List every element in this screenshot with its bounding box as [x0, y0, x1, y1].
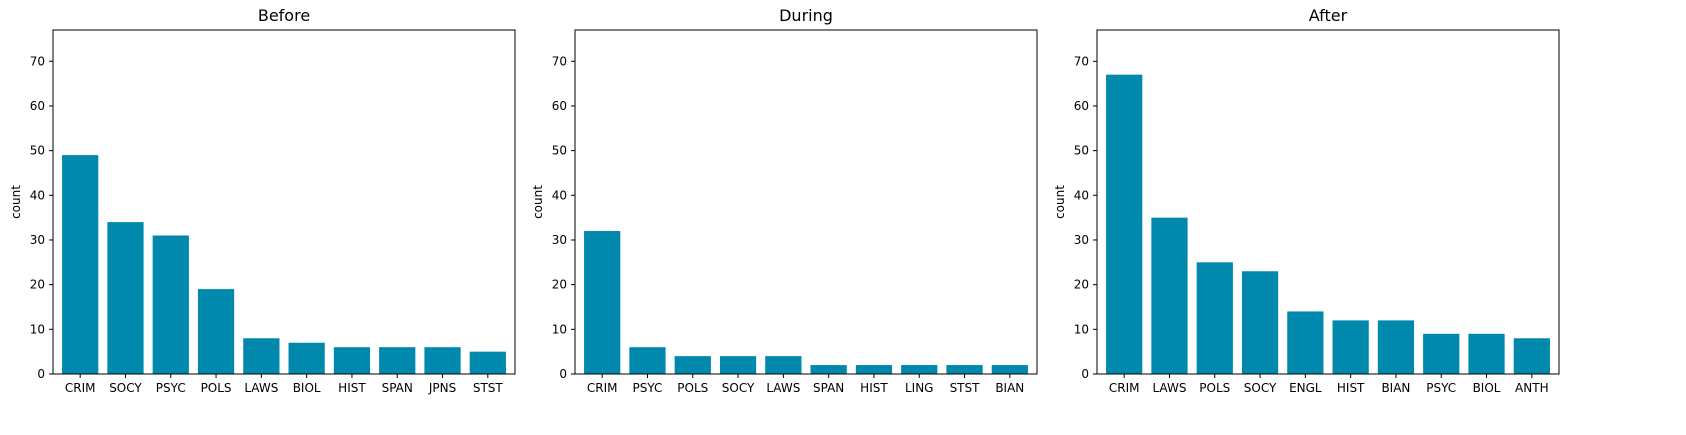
plot-frame [52, 29, 516, 375]
x-tick-label: SOCY [109, 381, 142, 395]
x-tick-label: PSYC [1426, 381, 1456, 395]
bar-ling [901, 365, 938, 374]
bar-pols [197, 289, 235, 374]
x-tick-label: BIAN [1381, 381, 1410, 395]
bar-crim [62, 155, 99, 374]
subplot-after: 0 10 20 30 40 50 60 70 CRIM LAWS POLS SOCY ENGL HIST B… [1053, 6, 1560, 395]
x-tick-label: CRIM [1109, 381, 1140, 395]
y-tick-label: 30 [30, 233, 45, 247]
x-tick-label: CRIM [587, 381, 618, 395]
subplot-title: During [779, 6, 833, 25]
x-tick-label: STST [473, 381, 504, 395]
bar-laws [765, 356, 802, 374]
y-tick-label: 70 [1074, 54, 1089, 68]
x-tick-label: POLS [1199, 381, 1230, 395]
bar-psyc [629, 347, 666, 374]
plot-frame [574, 29, 1038, 375]
y-tick-label: 40 [1074, 188, 1089, 202]
bar-psyc [1423, 333, 1460, 374]
y-tick-label: 60 [552, 99, 567, 113]
bar-anth [1513, 338, 1550, 374]
y-tick-label: 0 [37, 367, 45, 381]
plot-frame [1096, 29, 1560, 375]
subplot-title: After [1309, 6, 1348, 25]
x-tick-label: SOCY [1244, 381, 1277, 395]
x-tick-label: BIOL [293, 381, 321, 395]
bar-stst [946, 365, 983, 374]
subplot-during: 0 10 20 30 40 50 60 70 CRIM PSYC POLS SOCY LAWS SPAN H… [531, 6, 1038, 395]
bar-bian [991, 365, 1028, 374]
y-tick-label: 50 [552, 144, 567, 158]
x-tick-label: LAWS [766, 381, 800, 395]
x-tick-label: ENGL [1289, 381, 1322, 395]
y-tick-label: 30 [552, 233, 567, 247]
x-tick-label: BIAN [995, 381, 1024, 395]
bar-span [379, 347, 416, 374]
y-tick-label: 60 [1074, 99, 1089, 113]
y-tick-label: 70 [552, 54, 567, 68]
y-tick-label: 10 [1074, 322, 1089, 336]
y-tick-label: 70 [30, 54, 45, 68]
y-tick-label: 30 [1074, 233, 1089, 247]
bar-crim [584, 231, 621, 374]
subplot-title: Before [258, 6, 310, 25]
bar-socy [1241, 271, 1279, 374]
y-tick-label: 20 [552, 278, 567, 292]
y-tick-label: 60 [30, 99, 45, 113]
x-tick-label: SPAN [382, 381, 413, 395]
x-tick-label: CRIM [65, 381, 96, 395]
y-axis-label: count [531, 185, 545, 219]
x-tick-label: ANTH [1515, 381, 1549, 395]
x-tick-label: LAWS [1152, 381, 1186, 395]
x-tick-label: JPNS [428, 381, 456, 395]
x-tick-label: STST [950, 381, 981, 395]
y-axis-label: count [9, 185, 23, 219]
x-tick-label: POLS [201, 381, 232, 395]
x-tick-label: PSYC [156, 381, 186, 395]
bar-laws [1151, 217, 1188, 374]
x-tick-label: HIST [338, 381, 366, 395]
x-tick-label: HIST [1337, 381, 1365, 395]
y-tick-label: 50 [1074, 144, 1089, 158]
x-tick-label: LING [905, 381, 934, 395]
bar-bian [1377, 320, 1415, 374]
bar-pols [1196, 262, 1233, 374]
x-tick-label: BIOL [1473, 381, 1501, 395]
y-tick-label: 20 [1074, 278, 1089, 292]
bar-psyc [152, 235, 189, 374]
y-tick-label: 10 [30, 322, 45, 336]
x-tick-label: POLS [677, 381, 708, 395]
x-tick-label: SPAN [813, 381, 844, 395]
bar-span [810, 365, 847, 374]
y-tick-label: 0 [559, 367, 567, 381]
bar-crim [1106, 74, 1143, 375]
bar-laws [243, 338, 280, 374]
bar-socy [107, 222, 144, 374]
y-tick-label: 10 [552, 322, 567, 336]
bar-stst [469, 351, 506, 374]
bar-biol [1468, 333, 1505, 374]
y-tick-label: 50 [30, 144, 45, 158]
bar-socy [719, 356, 757, 374]
x-tick-label: SOCY [722, 381, 755, 395]
bar-pols [674, 356, 711, 374]
bar-hist [333, 347, 371, 374]
y-tick-label: 0 [1081, 367, 1089, 381]
y-tick-label: 40 [552, 188, 567, 202]
subplot-before: 0 10 20 30 40 50 60 70 CRIM SOCY PSYC POLS LAWS BIOL H… [9, 6, 516, 395]
x-tick-label: LAWS [244, 381, 278, 395]
x-tick-label: HIST [860, 381, 888, 395]
y-tick-label: 40 [30, 188, 45, 202]
y-axis-label: count [1053, 185, 1067, 219]
x-tick-label: PSYC [633, 381, 663, 395]
bar-hist [1332, 320, 1369, 374]
bar-engl [1287, 311, 1324, 374]
y-tick-label: 20 [30, 278, 45, 292]
bar-hist [855, 365, 893, 374]
bar-biol [288, 342, 325, 374]
bar-jpns [424, 347, 461, 374]
